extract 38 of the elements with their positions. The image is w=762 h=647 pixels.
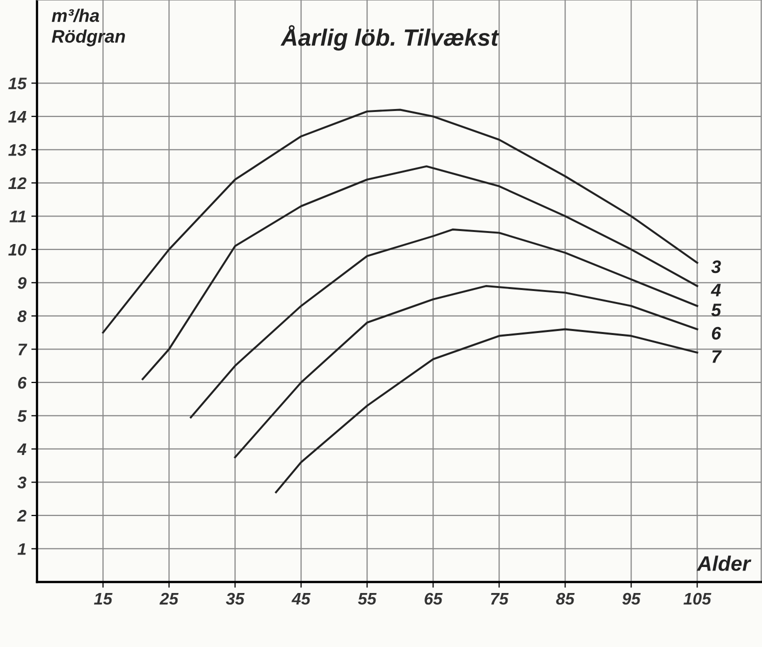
series-label: 7 bbox=[712, 350, 722, 363]
line-series bbox=[275, 328, 698, 494]
y-tick-label: 3 bbox=[17, 476, 26, 488]
y-tick-label: 15 bbox=[8, 78, 27, 90]
series-label: 6 bbox=[712, 326, 722, 340]
x-tick-label: 85 bbox=[556, 592, 575, 605]
line-series bbox=[102, 108, 698, 334]
line-series bbox=[190, 228, 698, 418]
y-tick-label: 6 bbox=[18, 376, 27, 389]
x-tick-label: 105 bbox=[684, 592, 712, 605]
x-axis-title: Alder bbox=[696, 556, 752, 571]
y-tick-label: 14 bbox=[8, 110, 26, 122]
x-tick-label: 25 bbox=[160, 592, 179, 605]
y-axis-title: m³/ha Rödgran bbox=[52, 8, 125, 46]
line-series bbox=[234, 285, 698, 458]
x-tick-label: 55 bbox=[358, 593, 377, 605]
x-tick-label: 15 bbox=[94, 593, 112, 605]
x-tick-label: 95 bbox=[622, 592, 641, 605]
y-tick-label: 8 bbox=[18, 310, 27, 322]
x-tick-label: 35 bbox=[226, 592, 245, 605]
line-series bbox=[142, 165, 698, 380]
x-tick-label: 45 bbox=[292, 593, 311, 605]
y-tick-label: 12 bbox=[8, 177, 26, 189]
series-label: 3 bbox=[711, 260, 721, 274]
series-label: 5 bbox=[711, 304, 722, 316]
x-tick-label: 65 bbox=[424, 592, 443, 605]
y-tick-label: 4 bbox=[17, 444, 26, 456]
series-label: 4 bbox=[710, 284, 721, 296]
y-tick-label: 10 bbox=[8, 244, 26, 256]
y-tick-label: 2 bbox=[17, 510, 26, 522]
x-tick-label: 75 bbox=[491, 593, 509, 605]
y-tick-label: 7 bbox=[18, 344, 28, 356]
y-tick-label: 9 bbox=[18, 277, 27, 289]
y-tick-label: 5 bbox=[17, 410, 27, 422]
y-tick-label: 1 bbox=[18, 543, 26, 555]
text: Åarlig löb. Tilvækst bbox=[280, 25, 500, 51]
y-tick-label: 11 bbox=[10, 210, 26, 222]
y-tick-label: 13 bbox=[8, 144, 26, 156]
